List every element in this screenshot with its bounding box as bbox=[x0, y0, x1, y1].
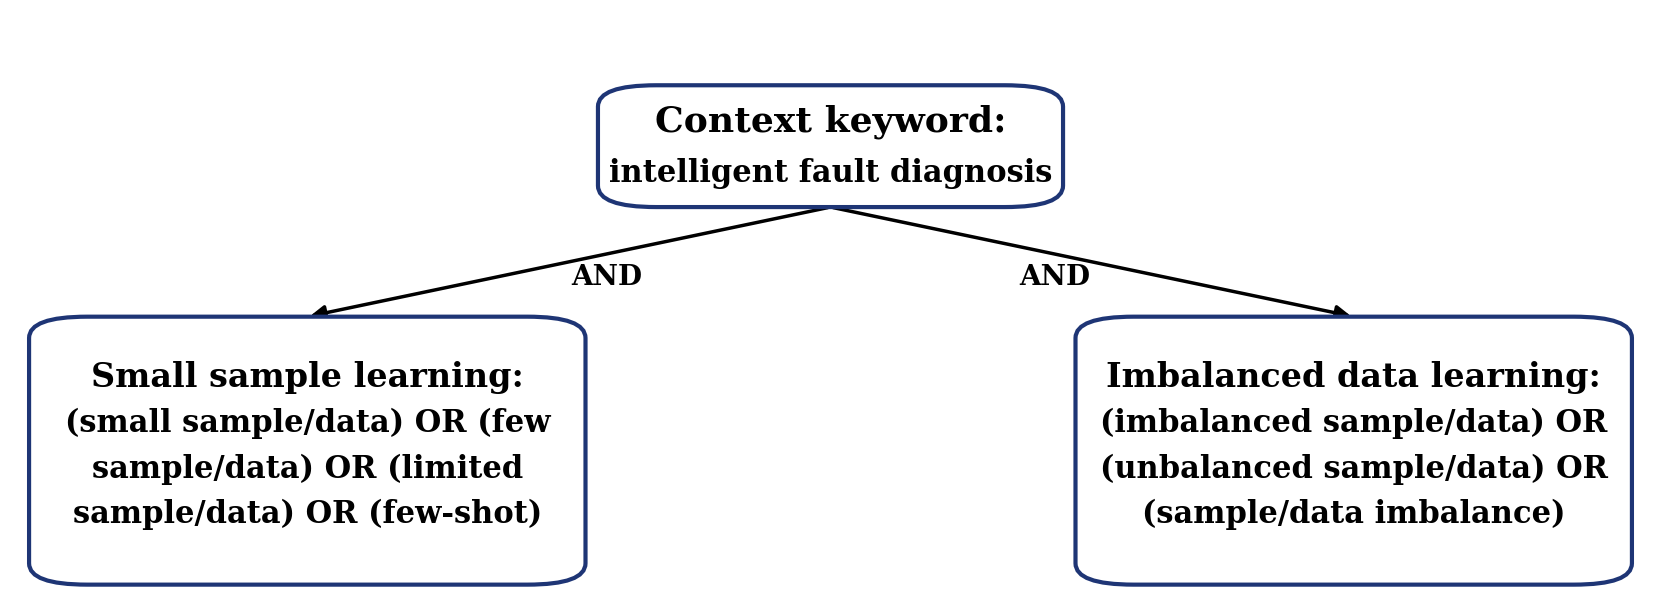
Text: (imbalanced sample/data) OR
(unbalanced sample/data) OR
(sample/data imbalance): (imbalanced sample/data) OR (unbalanced … bbox=[1100, 407, 1608, 530]
Text: AND: AND bbox=[1020, 264, 1090, 290]
Text: AND: AND bbox=[571, 264, 641, 290]
FancyBboxPatch shape bbox=[1076, 317, 1631, 585]
Text: Context keyword:: Context keyword: bbox=[654, 105, 1007, 139]
Text: Small sample learning:: Small sample learning: bbox=[91, 361, 523, 394]
Text: (small sample/data) OR (few
sample/data) OR (limited
sample/data) OR (few-shot): (small sample/data) OR (few sample/data)… bbox=[65, 407, 550, 530]
Text: intelligent fault diagnosis: intelligent fault diagnosis bbox=[610, 158, 1051, 189]
FancyBboxPatch shape bbox=[598, 85, 1063, 207]
Text: Imbalanced data learning:: Imbalanced data learning: bbox=[1106, 361, 1601, 394]
FancyBboxPatch shape bbox=[28, 317, 586, 585]
